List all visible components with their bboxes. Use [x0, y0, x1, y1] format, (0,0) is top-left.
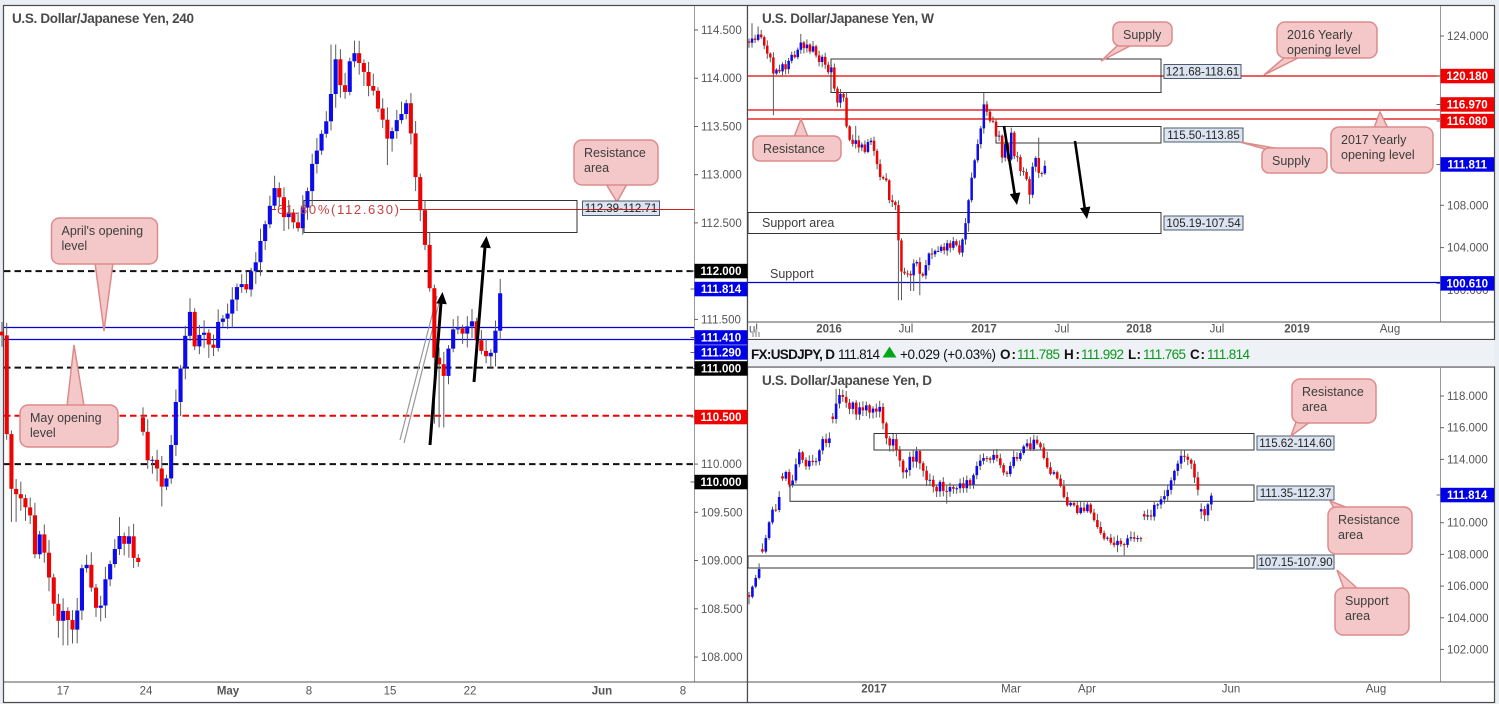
svg-text:opening level: opening level	[1341, 148, 1415, 162]
svg-text:111.811: 111.811	[1447, 160, 1487, 172]
svg-text:111.992: 111.992	[1081, 347, 1124, 362]
svg-text:ul: ul	[749, 324, 758, 336]
svg-text:108.500: 108.500	[701, 604, 743, 616]
svg-text:111.35-112.37: 111.35-112.37	[1260, 488, 1332, 500]
svg-text:Apr: Apr	[1078, 684, 1096, 696]
svg-text:15: 15	[384, 686, 397, 698]
svg-text:Resistance: Resistance	[584, 146, 646, 160]
svg-text:110.500: 110.500	[701, 412, 742, 424]
svg-text:FX:USDJPY, D: FX:USDJPY, D	[751, 347, 835, 362]
svg-text:+0.029 (+0.03%): +0.029 (+0.03%)	[900, 347, 996, 362]
svg-text:111.000: 111.000	[701, 364, 741, 376]
svg-text:109.500: 109.500	[701, 507, 743, 519]
svg-text:61.80%(112.630): 61.80%(112.630)	[277, 202, 399, 217]
svg-text:107.15-107.90: 107.15-107.90	[1258, 557, 1332, 569]
svg-text:111.814: 111.814	[838, 347, 880, 362]
svg-text:Support: Support	[770, 267, 814, 281]
svg-text:109.000: 109.000	[701, 556, 743, 568]
svg-text:Resistance: Resistance	[1338, 513, 1400, 527]
svg-text:118.000: 118.000	[1447, 391, 1488, 403]
svg-text:Jul: Jul	[1210, 324, 1225, 336]
svg-text:120.180: 120.180	[1446, 71, 1488, 83]
svg-text:2017 Yearly: 2017 Yearly	[1341, 133, 1407, 147]
svg-text:111.765: 111.765	[1143, 347, 1186, 362]
svg-text:Supply: Supply	[1272, 154, 1311, 168]
svg-text:H:: H:	[1064, 347, 1080, 362]
svg-text:108.000: 108.000	[1447, 549, 1489, 561]
svg-text:Jul: Jul	[899, 324, 914, 336]
svg-text:112.500: 112.500	[701, 218, 742, 230]
svg-text:Resistance: Resistance	[763, 142, 825, 156]
svg-text:113.000: 113.000	[701, 170, 742, 182]
svg-text:2016 Yearly: 2016 Yearly	[1287, 28, 1353, 42]
svg-text:110.000: 110.000	[701, 459, 742, 471]
svg-text:116.970: 116.970	[1447, 100, 1488, 112]
svg-text:104.000: 104.000	[1447, 613, 1489, 625]
svg-text:108.000: 108.000	[701, 652, 743, 664]
svg-text:May opening: May opening	[30, 411, 102, 425]
svg-text:2017: 2017	[971, 324, 997, 336]
svg-text:114.500: 114.500	[701, 25, 742, 37]
svg-text:8: 8	[680, 686, 686, 698]
svg-text:104.000: 104.000	[1447, 243, 1489, 255]
svg-text:Mar: Mar	[1001, 684, 1021, 696]
svg-text:112.000: 112.000	[701, 266, 742, 278]
svg-text:area: area	[1302, 400, 1327, 414]
svg-text:Aug: Aug	[1380, 324, 1400, 336]
svg-text:115.50-113.85: 115.50-113.85	[1167, 130, 1239, 142]
svg-text:area: area	[584, 161, 609, 175]
svg-text:111.410: 111.410	[701, 333, 741, 345]
svg-text:108.000: 108.000	[1447, 200, 1489, 212]
svg-text:114.000: 114.000	[1447, 454, 1488, 466]
svg-text:111.500: 111.500	[701, 314, 741, 326]
svg-text:O:: O:	[1000, 347, 1016, 362]
svg-text:116.080: 116.080	[1447, 116, 1488, 128]
svg-text:17: 17	[57, 686, 70, 698]
svg-text:102.000: 102.000	[1447, 644, 1489, 656]
svg-text:opening level: opening level	[1287, 43, 1361, 57]
svg-text:U.S. Dollar/Japanese Yen, W: U.S. Dollar/Japanese Yen, W	[762, 11, 934, 26]
svg-text:110.000: 110.000	[701, 477, 742, 489]
svg-text:2016: 2016	[816, 324, 842, 336]
svg-text:8: 8	[306, 686, 312, 698]
svg-text:C:: C:	[1190, 347, 1205, 362]
svg-text:Supply: Supply	[1123, 28, 1162, 42]
svg-text:121.68-118.61: 121.68-118.61	[1166, 67, 1239, 79]
svg-text:111.814: 111.814	[701, 284, 742, 296]
svg-text:111.290: 111.290	[701, 348, 741, 360]
svg-text:Resistance: Resistance	[1302, 385, 1364, 399]
svg-text:2017: 2017	[861, 684, 887, 696]
svg-text:Jun: Jun	[1222, 684, 1241, 696]
svg-text:110.000: 110.000	[1447, 518, 1488, 530]
svg-text:area: area	[1338, 528, 1363, 542]
svg-text:111.814: 111.814	[1447, 490, 1488, 502]
svg-text:124.000: 124.000	[1447, 31, 1489, 43]
svg-text:2019: 2019	[1284, 324, 1310, 336]
svg-text:level: level	[62, 239, 88, 253]
svg-text:116.000: 116.000	[1447, 423, 1488, 435]
svg-text:Support area: Support area	[762, 216, 834, 230]
svg-text:U.S. Dollar/Japanese Yen, D: U.S. Dollar/Japanese Yen, D	[762, 373, 932, 388]
svg-text:105.19-107.54: 105.19-107.54	[1166, 218, 1241, 230]
svg-text:Jul: Jul	[1055, 324, 1070, 336]
svg-text:U.S. Dollar/Japanese Yen, 240: U.S. Dollar/Japanese Yen, 240	[12, 11, 194, 26]
svg-text:111.785: 111.785	[1017, 347, 1060, 362]
svg-text:April's opening: April's opening	[62, 224, 144, 238]
svg-text:106.000: 106.000	[1447, 581, 1489, 593]
svg-text:L:: L:	[1128, 347, 1141, 362]
svg-text:114.000: 114.000	[701, 73, 742, 85]
svg-text:level: level	[30, 426, 56, 440]
svg-text:area: area	[1345, 609, 1370, 623]
svg-text:113.500: 113.500	[701, 122, 742, 134]
svg-text:Jun: Jun	[592, 686, 612, 698]
svg-text:May: May	[217, 686, 240, 698]
svg-text:Aug: Aug	[1366, 684, 1386, 696]
svg-text:22: 22	[464, 686, 477, 698]
svg-text:115.62-114.60: 115.62-114.60	[1259, 438, 1331, 450]
svg-text:24: 24	[140, 686, 153, 698]
svg-text:Support: Support	[1345, 594, 1389, 608]
svg-text:100.610: 100.610	[1446, 278, 1488, 290]
svg-text:2018: 2018	[1126, 324, 1152, 336]
svg-text:111.814: 111.814	[1207, 347, 1250, 362]
